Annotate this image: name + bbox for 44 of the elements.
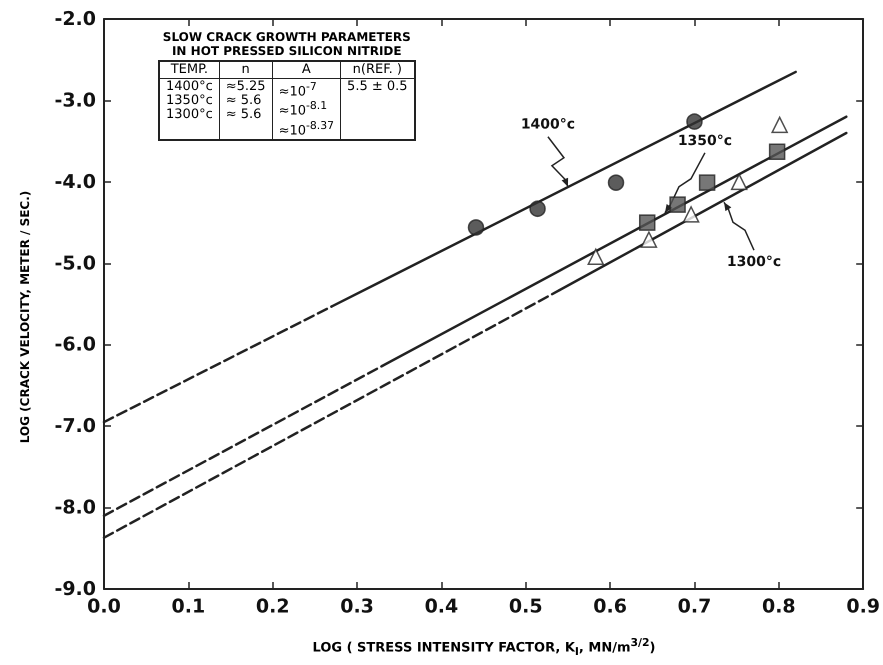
- point: [771, 116, 788, 134]
- point: [638, 214, 656, 231]
- x-tick-label: 0.8: [762, 596, 796, 618]
- annotation: ≈10$^{-7}$ ≈10$^{-8.1}$ ≈10$^{-8.37}$: [272, 78, 341, 140]
- x-tick-label: 0.2: [256, 596, 290, 618]
- y-tick-label: -7.0: [54, 415, 96, 438]
- point: [468, 219, 484, 236]
- x-tick-label: 0.9: [846, 596, 880, 618]
- point: [669, 196, 686, 213]
- annotation: ≈5.25 ≈ 5.6 ≈ 5.6: [219, 78, 272, 140]
- x-tick-label: 0.5: [508, 596, 543, 618]
- point: [768, 143, 786, 160]
- point: [640, 231, 658, 248]
- y-tick-label: -2.0: [54, 8, 96, 30]
- point: [529, 200, 546, 217]
- y-tick-label: -6.0: [54, 334, 96, 356]
- point: [608, 174, 624, 191]
- y-tick-label: -8.0: [54, 496, 96, 519]
- point: [588, 248, 604, 266]
- point: [730, 174, 748, 190]
- annotation: 5.5 ± 0.5: [340, 78, 415, 140]
- x-tick-label: 0.1: [172, 596, 206, 618]
- y-axis-title: LOG (CRACK VELOCITY, METER / SEC.): [18, 190, 32, 446]
- text: SLOW CRACK GROWTH PARAMETERS IN HOT PRESSED SILICON NITRIDE: [162, 30, 412, 58]
- annotation: 1400°c: [520, 116, 576, 133]
- annotation: 1350°c: [678, 132, 732, 149]
- annotation: n: [219, 61, 272, 78]
- x-tick-label: 0.4: [424, 596, 458, 618]
- x-tick-label: 0.3: [340, 596, 374, 618]
- x-axis-title: LOG ( STRESS INTENSITY FACTOR, K$_{I}$, MN/m$^{3/2}$): [312, 636, 656, 658]
- annotation: 1300°c: [726, 254, 782, 270]
- point: [698, 174, 716, 191]
- point: [682, 206, 700, 223]
- x-tick-label: 0.0: [87, 596, 121, 618]
- annotation: A: [272, 61, 341, 78]
- point: [686, 113, 703, 130]
- y-tick-label: -5.0: [54, 252, 96, 274]
- x-tick-label: 0.7: [678, 596, 712, 618]
- annotation: n(REF. ): [340, 61, 415, 78]
- x-tick-label: 0.6: [593, 596, 627, 618]
- y-tick-label: -3.0: [54, 89, 96, 112]
- annotation: TEMP.: [159, 61, 220, 78]
- annotation: 1400°c 1350°c 1300°c: [159, 78, 220, 140]
- y-tick-label: -4.0: [54, 170, 96, 193]
